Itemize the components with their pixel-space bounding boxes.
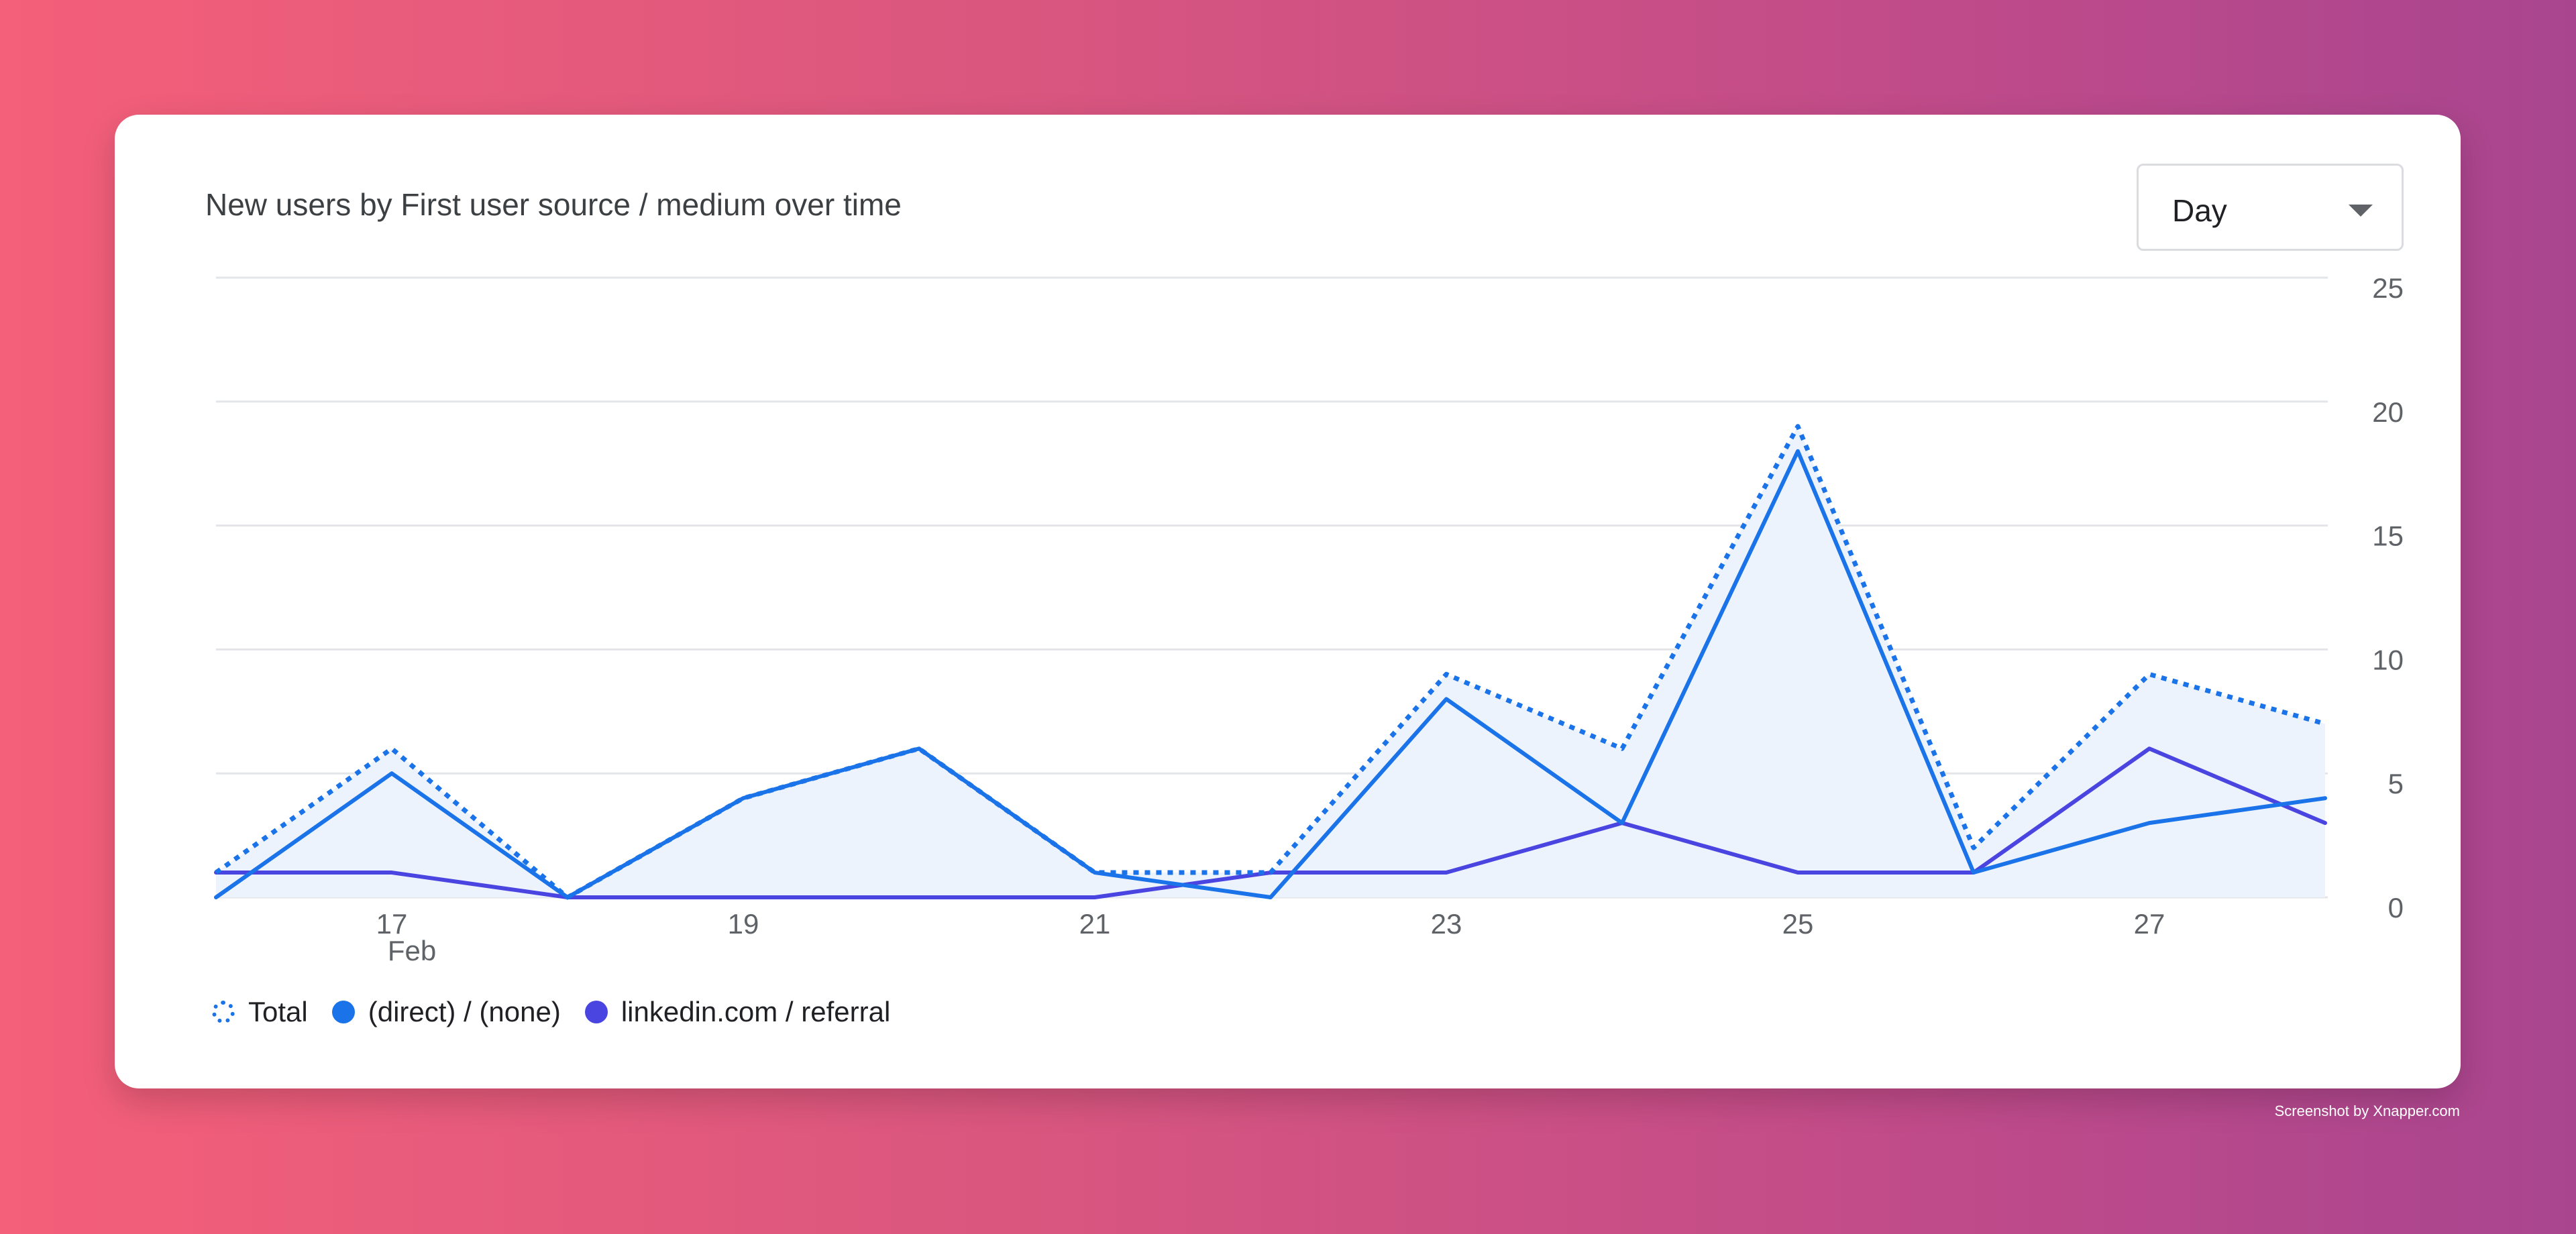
- series-area-fill: [216, 426, 2325, 897]
- x-tick-label: 27: [2134, 908, 2165, 940]
- caret-down-icon: [2349, 205, 2373, 217]
- grid-lines: [216, 276, 2328, 899]
- legend-item-total[interactable]: Total: [212, 996, 308, 1028]
- x-tick-label: 17: [376, 908, 408, 940]
- y-tick-label: 20: [2372, 396, 2404, 428]
- chart-legend: Total (direct) / (none) linkedin.com / r…: [212, 995, 914, 1029]
- chart-title: New users by First user source / medium …: [205, 187, 902, 222]
- y-tick-label: 10: [2372, 644, 2404, 675]
- filled-circle-icon: [331, 1001, 355, 1023]
- y-tick-label: 25: [2372, 272, 2404, 304]
- y-tick-label: 0: [2388, 892, 2404, 923]
- dotted-circle-icon: [212, 1001, 235, 1023]
- legend-label-direct: (direct) / (none): [368, 996, 561, 1027]
- legend-item-direct[interactable]: (direct) / (none): [331, 996, 561, 1028]
- screenshot-credit: Screenshot by Xnapper.com: [2274, 1103, 2460, 1119]
- granularity-dropdown[interactable]: Day: [2137, 164, 2404, 251]
- legend-label-total: Total: [248, 996, 308, 1027]
- legend-item-linkedin[interactable]: linkedin.com / referral: [584, 996, 891, 1028]
- y-tick-label: 15: [2372, 520, 2404, 552]
- x-tick-label: 21: [1079, 908, 1111, 940]
- area-layer: [216, 426, 2325, 897]
- y-tick-label: 5: [2388, 768, 2404, 799]
- x-tick-label: 25: [1782, 908, 1814, 940]
- series-layer: [214, 424, 2327, 900]
- granularity-selected-value: Day: [2172, 193, 2227, 228]
- x-tick-sublabel: Feb: [388, 935, 436, 966]
- filled-circle-icon: [584, 1001, 608, 1023]
- legend-label-linkedin: linkedin.com / referral: [621, 996, 891, 1027]
- x-tick-label: 19: [728, 908, 759, 940]
- x-tick-label: 23: [1431, 908, 1462, 940]
- series-line-total: [214, 424, 2326, 900]
